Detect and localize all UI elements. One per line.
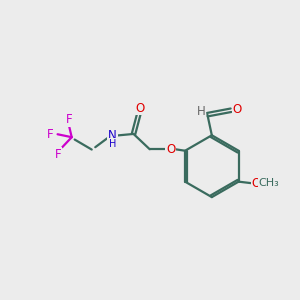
Text: O: O: [136, 101, 145, 115]
Text: O: O: [233, 103, 242, 116]
Text: F: F: [65, 113, 72, 126]
Text: H: H: [109, 139, 117, 149]
Text: F: F: [55, 148, 61, 161]
Text: H: H: [196, 105, 205, 118]
Text: O: O: [252, 177, 261, 190]
Text: O: O: [166, 143, 176, 156]
Text: CH₃: CH₃: [259, 178, 280, 188]
Text: F: F: [47, 128, 53, 141]
Text: N: N: [108, 129, 117, 142]
